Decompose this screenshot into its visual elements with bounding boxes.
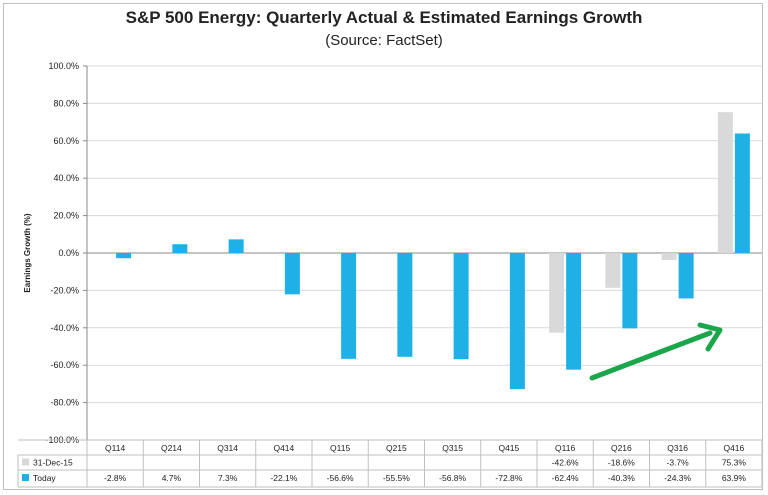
x-tick-label: Q414 — [273, 443, 294, 453]
chart-title: S&P 500 Energy: Quarterly Actual & Estim… — [125, 8, 643, 27]
data-label: -55.5% — [383, 473, 410, 483]
bar-today-q416 — [734, 133, 750, 253]
x-tick-label: Q315 — [442, 443, 463, 453]
y-axis-label: Earnings Growth (%) — [23, 213, 32, 292]
data-label: 63.9% — [722, 473, 747, 483]
bar-today-q116 — [566, 253, 582, 370]
x-tick-label: Q216 — [611, 443, 632, 453]
bars — [116, 112, 750, 390]
trend-arrow — [589, 322, 723, 381]
y-tick-label: -40.0% — [50, 323, 79, 333]
data-table: Q114 Q214 Q314 Q414 Q115 Q215 Q315 Q415 Q116 Q216… — [17, 439, 763, 488]
bar-31-dec-15-q116 — [549, 253, 565, 333]
data-label: -40.3% — [608, 473, 635, 483]
bar-31-dec-15-q216 — [605, 253, 621, 288]
x-tick-label: Q415 — [498, 443, 519, 453]
x-tick-label: Q215 — [386, 443, 407, 453]
x-tick-label: Q416 — [723, 443, 744, 453]
data-label: -2.8% — [104, 473, 127, 483]
chart-subtitle: (Source: FactSet) — [325, 32, 443, 49]
x-tick-label: Q214 — [161, 443, 182, 453]
y-tick-label: 40.0% — [53, 173, 79, 183]
bar-today-q414 — [284, 253, 300, 295]
x-tick-label: Q114 — [105, 443, 125, 453]
data-label: -3.7% — [667, 458, 690, 468]
y-tick-label: 0.0% — [58, 248, 79, 258]
data-label: -72.8% — [495, 473, 522, 483]
chart-frame — [3, 3, 763, 490]
data-label: 7.3% — [218, 473, 238, 483]
arrow-shaft — [589, 330, 713, 381]
legend-label: 31-Dec-15 — [33, 458, 73, 468]
bar-today-q115 — [341, 253, 357, 359]
y-tick-label: -80.0% — [50, 398, 79, 408]
y-tick-label: 20.0% — [53, 211, 79, 221]
x-tick-label: Q314 — [217, 443, 238, 453]
bar-today-q216 — [622, 253, 638, 329]
data-label: -24.3% — [664, 473, 691, 483]
bar-today-q315 — [453, 253, 469, 360]
data-label: -62.4% — [552, 473, 579, 483]
data-label: -18.6% — [608, 458, 635, 468]
bar-31-dec-15-q316 — [661, 253, 677, 260]
x-tick-label: Q115 — [330, 443, 350, 453]
bar-today-q314 — [228, 239, 244, 253]
bar-today-q215 — [397, 253, 413, 357]
gridlines — [83, 65, 762, 441]
x-tick-label: Q116 — [555, 443, 575, 453]
data-label: 4.7% — [162, 473, 182, 483]
legend-swatch — [22, 474, 29, 481]
bar-today-q214 — [172, 244, 188, 253]
y-tick-label: -20.0% — [50, 285, 79, 295]
data-label: -42.6% — [552, 458, 579, 468]
data-label: -56.8% — [439, 473, 466, 483]
y-tick-label: -60.0% — [50, 360, 79, 370]
legend-swatch — [22, 458, 29, 466]
y-tick-label: 100.0% — [48, 61, 79, 71]
data-label: -56.6% — [327, 473, 354, 483]
data-label: -22.1% — [270, 473, 297, 483]
bar-today-q316 — [678, 253, 694, 299]
y-tick-label: 80.0% — [53, 98, 79, 108]
data-label: 75.3% — [722, 458, 747, 468]
arrow-head — [697, 322, 723, 352]
y-axis-ticks: 100.0% 80.0% 60.0% 40.0% 20.0% 0.0% -20.0% -40.… — [45, 61, 79, 445]
legend-label: Today — [33, 473, 56, 483]
bar-31-dec-15-q416 — [717, 112, 733, 254]
x-tick-label: Q316 — [667, 443, 688, 453]
bar-today-q415 — [509, 253, 525, 390]
bar-today-q114 — [116, 253, 132, 259]
y-tick-label: 60.0% — [53, 136, 79, 146]
